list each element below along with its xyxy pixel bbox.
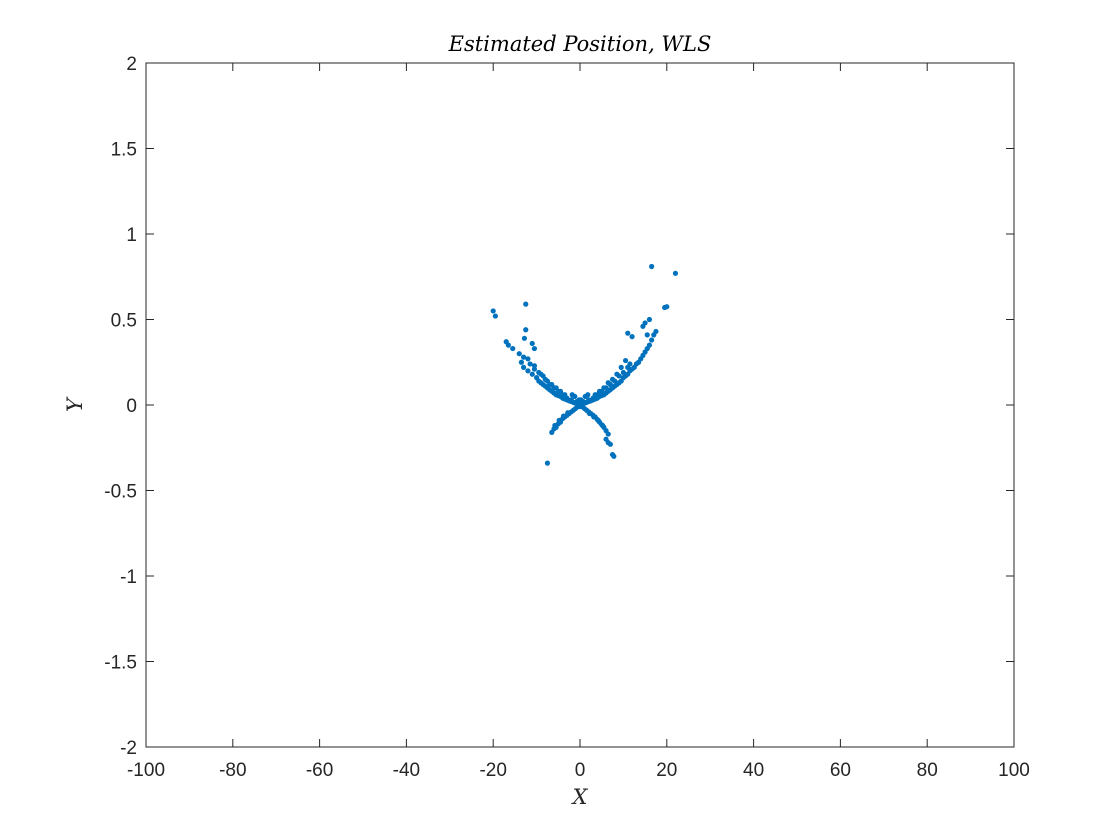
data-point (649, 263, 655, 270)
data-points (490, 263, 679, 466)
x-tick-label: 40 (743, 760, 764, 781)
data-point (653, 328, 659, 335)
x-axis-label: X (571, 785, 589, 809)
data-point (518, 359, 525, 365)
data-point (492, 313, 498, 319)
x-tick-label: -100 (127, 760, 165, 781)
data-point (538, 371, 544, 377)
x-tick-label: 80 (917, 760, 938, 781)
y-tick-label: -1 (120, 567, 137, 588)
data-point (611, 453, 617, 459)
data-point (552, 422, 558, 429)
x-tick-label: 20 (656, 760, 677, 781)
x-tick-label: 60 (830, 760, 851, 781)
data-point (586, 397, 592, 403)
data-point (578, 404, 584, 410)
data-point (599, 388, 605, 394)
data-point (523, 301, 529, 307)
data-point (590, 395, 596, 401)
data-point (625, 330, 631, 336)
data-point (529, 371, 535, 377)
data-point (521, 335, 528, 341)
axis-ticks: -100 -80 -60 -40 -20 0 20 40 60 80 100-2-1.5-1-0.5… (104, 54, 1030, 781)
x-tick-label: 100 (998, 760, 1030, 781)
data-point (591, 414, 597, 420)
data-point (510, 345, 516, 352)
y-tick-label: 1 (126, 225, 137, 246)
data-point (607, 441, 613, 447)
data-point (490, 308, 496, 314)
data-point (560, 413, 567, 419)
data-point (520, 354, 527, 360)
data-point (564, 395, 570, 401)
data-point (603, 385, 609, 391)
data-point (555, 388, 561, 394)
x-tick-label: 0 (575, 760, 586, 781)
y-axis-label: Y (63, 396, 87, 412)
y-tick-label: -0.5 (104, 482, 137, 503)
data-point (599, 422, 606, 429)
data-point (568, 397, 574, 403)
data-point (607, 381, 613, 388)
data-point (629, 334, 635, 340)
data-point (646, 342, 653, 348)
data-point (565, 410, 571, 416)
y-tick-label: 1.5 (111, 140, 137, 161)
data-point (525, 356, 531, 362)
data-point (620, 369, 627, 376)
data-point (644, 332, 650, 338)
data-point (531, 345, 538, 352)
x-tick-label: -20 (479, 760, 506, 781)
data-point (605, 431, 611, 437)
x-tick-label: -60 (306, 760, 333, 781)
data-point (520, 364, 527, 370)
data-point (625, 364, 631, 370)
y-tick-label: -2 (120, 738, 137, 759)
data-point (527, 361, 533, 367)
data-point (594, 392, 600, 398)
data-point (529, 340, 535, 347)
y-tick-label: 2 (126, 54, 137, 75)
x-tick-label: -40 (393, 760, 420, 781)
data-point (569, 392, 575, 398)
chart-title: Estimated Position, WLS (448, 32, 712, 56)
data-point (523, 327, 529, 333)
data-point (618, 364, 624, 370)
data-point (551, 385, 557, 391)
data-point (586, 410, 593, 417)
y-tick-label: 0.5 (111, 311, 137, 332)
data-point (549, 429, 555, 435)
data-point (505, 342, 511, 348)
data-point (547, 381, 553, 388)
data-point (542, 376, 548, 382)
data-point (649, 337, 655, 343)
data-point (585, 392, 591, 398)
data-point (531, 366, 538, 372)
data-point (544, 460, 551, 466)
x-tick-label: -80 (219, 760, 246, 781)
data-point (576, 397, 582, 403)
data-point (640, 323, 646, 329)
data-point (612, 378, 618, 384)
data-point (646, 316, 653, 323)
y-tick-label: -1.5 (104, 653, 137, 674)
data-point (664, 304, 670, 310)
y-tick-label: 0 (126, 396, 137, 417)
data-point (595, 417, 601, 423)
data-point (516, 351, 522, 357)
data-point (560, 392, 566, 398)
data-point (622, 357, 629, 364)
data-point (525, 368, 531, 374)
data-point (616, 373, 622, 379)
data-point (556, 417, 562, 423)
data-point (672, 270, 679, 276)
